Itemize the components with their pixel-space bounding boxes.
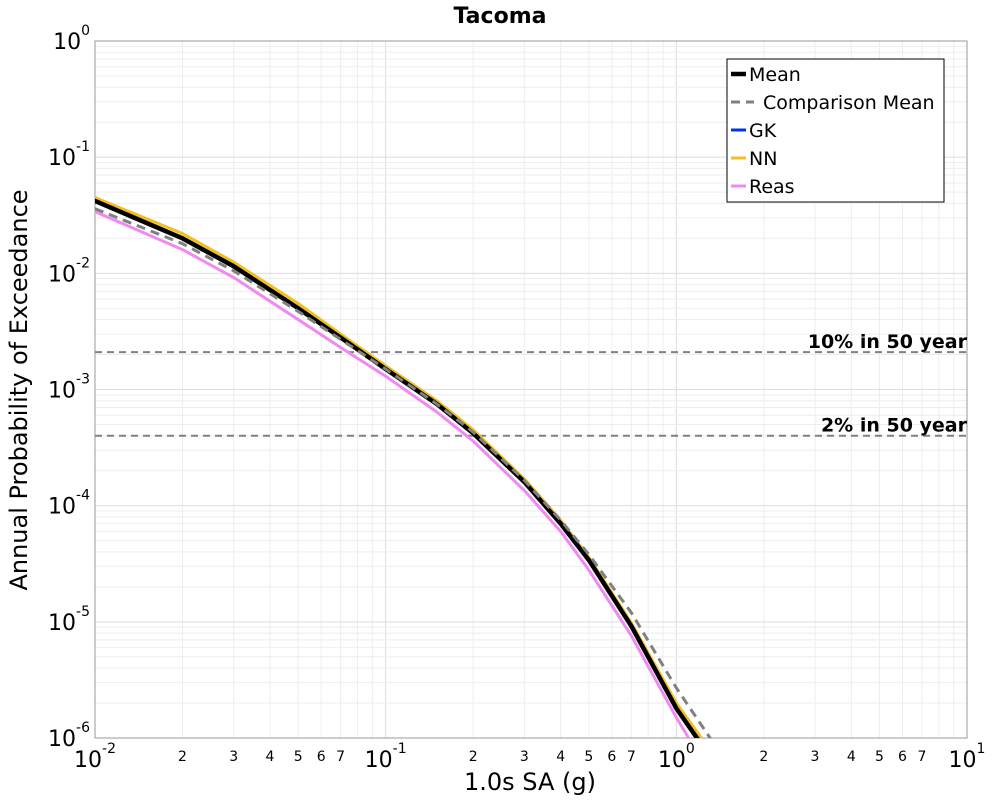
x-minor-tick-label: 5 [294,749,303,765]
x-minor-tick-label: 2 [178,749,187,765]
reference-lines: 10% in 50 year 2% in 50 year [95,331,968,437]
x-minor-tick-label: 3 [811,749,820,765]
x-minor-tick-label: 6 [317,749,326,765]
chart-title: Tacoma [454,4,547,29]
x-tick-label: 10-1 [365,741,407,773]
reference-line-label: 10% in 50 year [808,331,968,353]
x-minor-tick-label: 4 [556,749,565,765]
y-tick-label: 10-4 [48,488,90,520]
x-tick-label: 100 [658,741,695,773]
x-minor-tick-label: 6 [898,749,907,765]
x-minor-tick-label: 7 [627,749,636,765]
x-minor-tick-label: 5 [584,749,593,765]
y-tick-label: 10-1 [48,139,90,171]
x-minor-tick-label: 6 [607,749,616,765]
legend-label: NN [749,148,777,170]
x-minor-tick-label: 4 [847,749,856,765]
series-line-mean [95,198,700,738]
x-minor-tick-label: 7 [336,749,345,765]
reference-line-label: 2% in 50 year [821,415,968,437]
tick-labels: 10-2 10-1 100 101 100 10-1 10-2 10-3 10-4 10-5 10-… [48,23,985,773]
legend-label: Reas [749,176,795,198]
series-line-comparison-mean [95,207,712,738]
x-minor-tick-label: 7 [918,749,927,765]
y-tick-label: 10-5 [48,604,90,636]
grid [95,41,967,738]
x-minor-tick-label: 3 [229,749,238,765]
y-tick-label: 10-2 [48,255,90,287]
x-minor-tick-label: 5 [875,749,884,765]
legend: Mean Comparison Mean GK NN Reas [726,58,945,203]
series-line-nn [95,195,704,738]
series-line-reas [95,210,691,738]
y-tick-label: 100 [53,23,90,55]
x-minor-tick-label: 3 [520,749,529,765]
y-tick-label: 10-3 [48,372,90,404]
plot-area [94,40,968,739]
series-lines [95,195,712,738]
legend-label: Comparison Mean [763,92,935,114]
x-minor-tick-label: 4 [266,749,275,765]
x-minor-tick-label: 2 [469,749,478,765]
x-minor-tick-label: 2 [759,749,768,765]
x-axis-title: 1.0s SA (g) [464,768,596,796]
legend-label: Mean [749,64,801,86]
y-axis-title: Annual Probability of Exceedance [5,189,33,590]
y-tick-label: 10-6 [48,720,90,752]
legend-box [726,58,945,203]
x-tick-label: 101 [949,741,986,773]
legend-label: GK [749,120,777,142]
x-tick-label: 10-2 [74,741,116,773]
